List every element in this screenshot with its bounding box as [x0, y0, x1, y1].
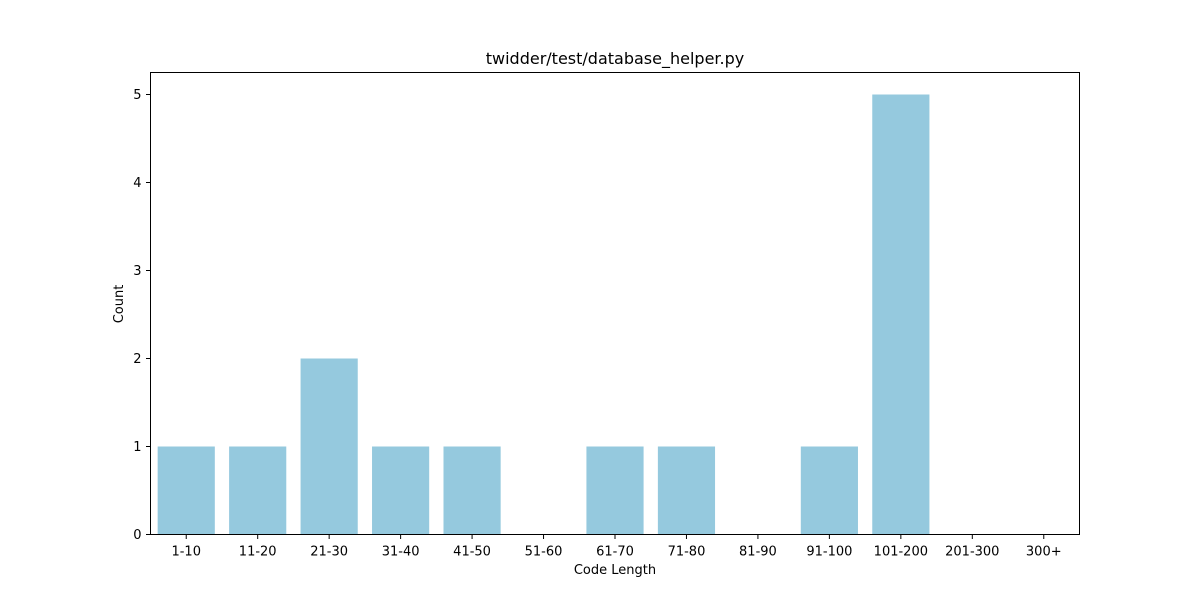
x-tick-label: 31-40: [382, 545, 420, 560]
x-tick-label: 51-60: [525, 545, 563, 560]
x-tick-label: 91-100: [806, 545, 852, 560]
bar-1-10: [157, 446, 215, 535]
plot-frame: [150, 72, 1080, 535]
y-tick-label: 2: [133, 352, 141, 367]
x-tick-label: 61-70: [596, 545, 634, 560]
y-tick-label: 0: [133, 528, 141, 543]
x-tick-label: 41-50: [453, 545, 491, 560]
x-axis-label: Code Length: [574, 563, 656, 578]
y-axis-label: Count: [112, 285, 127, 324]
y-tick-label: 3: [133, 264, 141, 279]
x-axis-ticks: 1-10 11-20 21-30 31-40 41-50 51-60 61-70 71-80 8…: [171, 534, 1062, 560]
x-tick-label: 201-300: [945, 545, 999, 560]
x-tick-label: 11-20: [239, 545, 277, 560]
y-axis-ticks: 0 1 2 3 4 5: [133, 88, 151, 543]
bar-31-40: [372, 446, 430, 535]
x-tick-label: 21-30: [310, 545, 348, 560]
bars-layer: [157, 94, 930, 535]
bar-101-200: [872, 94, 930, 535]
bar-21-30: [300, 358, 358, 535]
bar-41-50: [443, 446, 501, 535]
bar-71-80: [657, 446, 716, 535]
x-tick-label: 81-90: [739, 545, 777, 560]
bar-11-20: [229, 446, 287, 535]
x-tick-label: 71-80: [668, 545, 706, 560]
chart-title: twidder/test/database_helper.py: [486, 49, 744, 69]
bar-91-100: [800, 446, 858, 535]
bar-61-70: [586, 446, 644, 535]
x-tick-label: 101-200: [874, 545, 928, 560]
y-tick-label: 1: [133, 440, 141, 455]
y-tick-label: 4: [133, 176, 141, 191]
x-tick-label: 300+: [1026, 545, 1062, 560]
y-tick-label: 5: [133, 88, 141, 103]
x-tick-label: 1-10: [171, 545, 201, 560]
